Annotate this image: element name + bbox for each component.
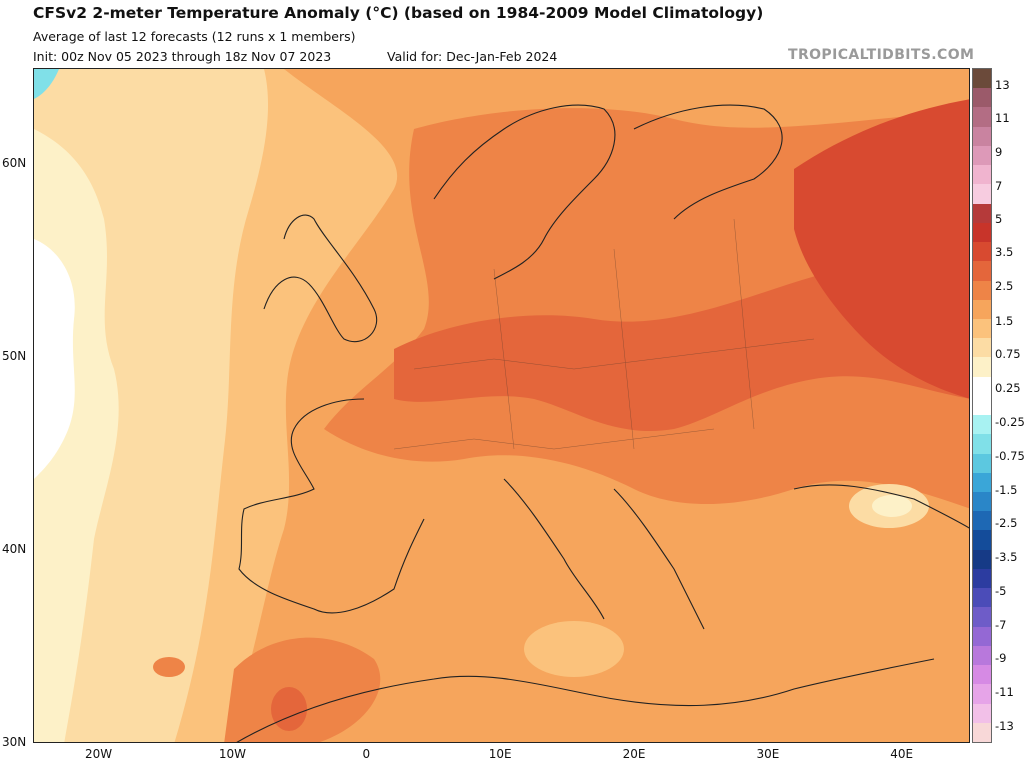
colorbar-swatch <box>973 107 991 128</box>
colorbar-swatch <box>973 626 991 647</box>
colorbar-swatch <box>973 568 991 589</box>
colorbar-swatch <box>973 318 991 339</box>
init-time: Init: 00z Nov 05 2023 through 18z Nov 07… <box>33 49 332 64</box>
colorbar-swatch <box>973 69 991 89</box>
colorbar-label: -3.5 <box>995 550 1018 564</box>
colorbar-swatch <box>973 588 991 608</box>
colorbar-label: -13 <box>995 719 1014 733</box>
anomaly-zone-neutral-west <box>34 239 75 479</box>
anomaly-zone-cold-corner <box>34 69 59 99</box>
colorbar-swatch <box>973 280 991 301</box>
colorbar-label: 3.5 <box>995 245 1014 259</box>
latitude-label: 50N <box>2 349 27 364</box>
colorbar-label: -11 <box>995 685 1014 699</box>
longitude-label: 0 <box>362 747 371 761</box>
colorbar <box>972 68 992 743</box>
longitude-label: 40E <box>890 747 914 761</box>
colorbar-swatch <box>973 434 991 455</box>
colorbar-swatch <box>973 242 991 262</box>
colorbar-label: 9 <box>995 145 1003 159</box>
colorbar-label: 0.75 <box>995 347 1021 361</box>
valid-period: Valid for: Dec-Jan-Feb 2024 <box>387 49 558 64</box>
colorbar-label: 11 <box>995 111 1010 125</box>
colorbar-swatch <box>973 607 991 628</box>
colorbar-label: -7 <box>995 618 1007 632</box>
anomaly-map <box>33 68 970 743</box>
colorbar-label: -0.25 <box>995 415 1024 429</box>
coastlines <box>236 104 969 742</box>
map-canvas <box>34 69 969 742</box>
colorbar-label: 2.5 <box>995 279 1014 293</box>
anomaly-zone-east-max <box>794 99 969 399</box>
colorbar-swatch <box>973 684 991 705</box>
colorbar-swatch <box>973 299 991 320</box>
colorbar-swatch <box>973 645 991 666</box>
colorbar-swatch <box>973 222 991 243</box>
colorbar-label: -1.5 <box>995 483 1018 497</box>
colorbar-label: 7 <box>995 179 1003 193</box>
latitude-label: 60N <box>2 156 27 171</box>
colorbar-swatch <box>973 88 991 108</box>
colorbar-swatch <box>973 395 991 416</box>
colorbar-swatch <box>973 165 991 185</box>
borders <box>393 218 815 450</box>
longitude-label: 20E <box>622 747 646 761</box>
colorbar-label: 0.25 <box>995 381 1021 395</box>
latitude-label: 40N <box>2 542 27 557</box>
colorbar-swatch <box>973 492 991 512</box>
colorbar-label: -2.5 <box>995 516 1018 530</box>
longitude-label: 10W <box>218 747 247 761</box>
colorbar-swatch <box>973 511 991 531</box>
colorbar-swatch <box>973 338 991 358</box>
anomaly-zone-med <box>524 621 624 677</box>
colorbar-swatch <box>973 703 991 724</box>
colorbar-swatch <box>973 203 991 224</box>
colorbar-swatch <box>973 126 991 147</box>
longitude-label: 20W <box>85 747 113 761</box>
colorbar-swatch <box>973 472 991 493</box>
latitude-label: 30N <box>2 735 27 749</box>
colorbar-swatch <box>973 665 991 685</box>
colorbar-swatch <box>973 530 991 551</box>
anomaly-zone-nw-africa <box>224 637 381 742</box>
colorbar-swatch <box>973 415 991 435</box>
colorbar-label: -0.75 <box>995 449 1024 463</box>
colorbar-label: -9 <box>995 651 1007 665</box>
colorbar-swatch <box>973 261 991 281</box>
colorbar-swatch <box>973 549 991 570</box>
longitude-label: 30E <box>756 747 780 761</box>
subtitle: Average of last 12 forecasts (12 runs x … <box>33 29 356 44</box>
map-title: CFSv2 2-meter Temperature Anomaly (°C) (… <box>33 4 764 22</box>
colorbar-swatch <box>973 453 991 474</box>
colorbar-swatch <box>973 722 991 743</box>
colorbar-swatch <box>973 376 991 397</box>
colorbar-label: -5 <box>995 584 1007 598</box>
colorbar-label: 13 <box>995 78 1010 92</box>
colorbar-swatch <box>973 184 991 205</box>
colorbar-label: 1.5 <box>995 314 1014 328</box>
colorbar-label: 5 <box>995 212 1003 226</box>
colorbar-swatch <box>973 357 991 378</box>
site-brand: TROPICALTIDBITS.COM <box>788 47 975 63</box>
colorbar-swatch <box>973 145 991 166</box>
longitude-label: 10E <box>488 747 512 761</box>
